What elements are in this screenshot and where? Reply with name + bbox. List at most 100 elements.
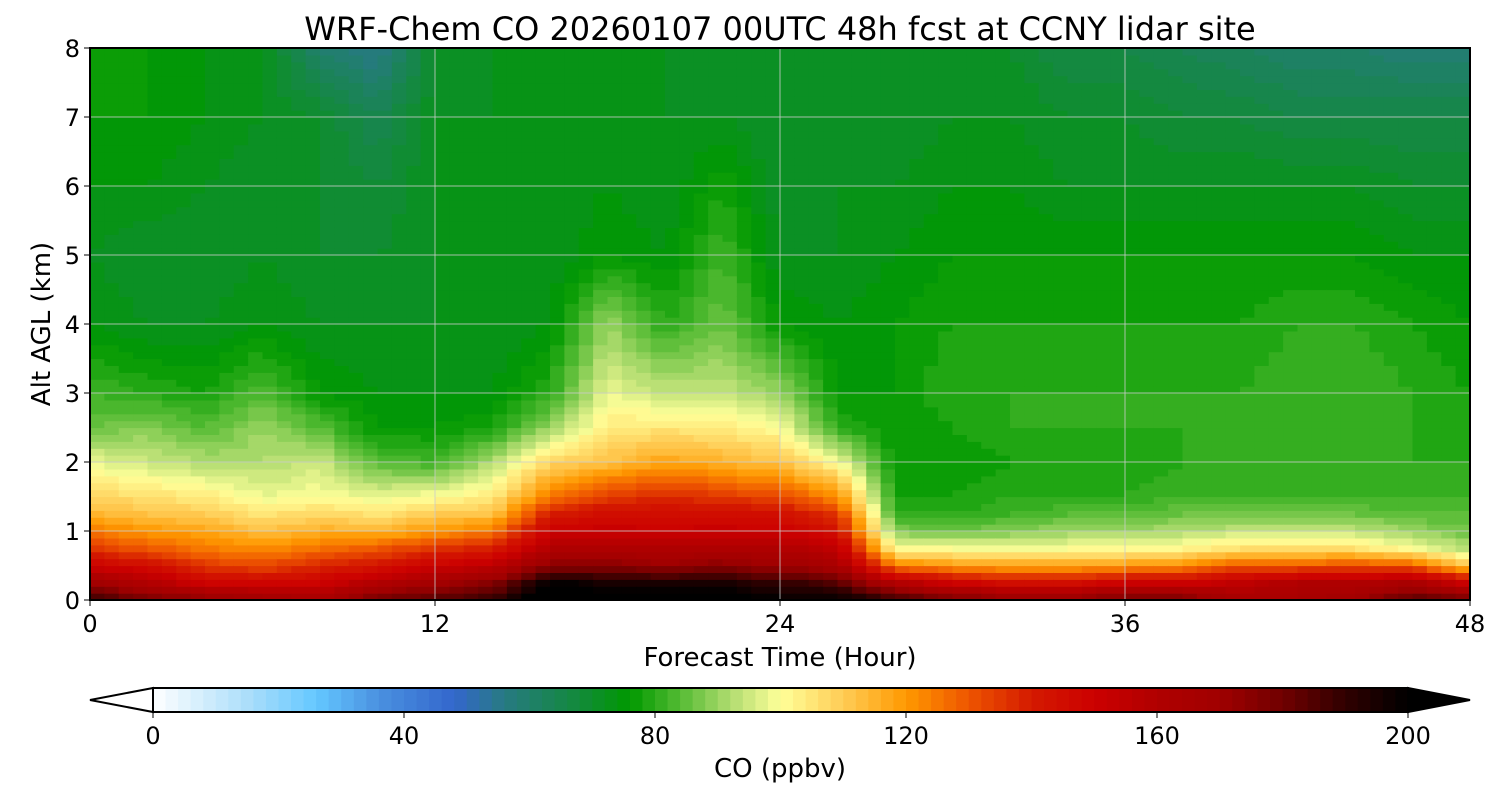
heatmap-cell <box>90 220 105 228</box>
heatmap-cell <box>607 496 623 504</box>
heatmap-cell <box>665 213 680 222</box>
heatmap-cell <box>938 482 954 491</box>
heatmap-cell <box>765 558 781 567</box>
heatmap-cell <box>161 572 177 580</box>
heatmap-cell <box>147 413 163 422</box>
heatmap-cell <box>406 344 422 353</box>
heatmap-cell <box>90 289 105 297</box>
heatmap-cell <box>535 110 551 118</box>
heatmap-cell <box>736 275 752 284</box>
heatmap-cell <box>118 551 134 560</box>
heatmap-cell <box>276 565 292 573</box>
heatmap-cell <box>593 130 609 139</box>
heatmap-cell <box>938 199 954 208</box>
heatmap-cell <box>420 117 436 125</box>
heatmap-cell <box>736 227 752 235</box>
heatmap-cell <box>233 144 249 153</box>
heatmap-cell <box>492 75 508 84</box>
heatmap-cell <box>161 448 177 456</box>
heatmap-cell <box>133 510 149 518</box>
heatmap-cell <box>650 213 666 222</box>
heatmap-cell <box>866 434 882 442</box>
heatmap-cell <box>435 248 450 256</box>
heatmap-cell <box>621 303 637 311</box>
heatmap-cell <box>478 482 494 491</box>
heatmap-cell <box>636 441 652 449</box>
heatmap-cell <box>233 186 249 194</box>
heatmap-cell <box>478 289 494 297</box>
heatmap-cell <box>578 406 594 415</box>
heatmap-cell <box>190 130 206 139</box>
heatmap-cell <box>492 448 508 456</box>
heatmap-cell <box>463 227 479 235</box>
heatmap-cell <box>851 496 867 504</box>
heatmap-cell <box>794 572 810 580</box>
heatmap-cell <box>219 317 235 325</box>
heatmap-cell <box>262 289 278 297</box>
heatmap-cell <box>607 434 623 442</box>
heatmap-cell <box>320 96 335 104</box>
heatmap-cell <box>837 496 853 504</box>
heatmap-cell <box>133 144 149 153</box>
heatmap-cell <box>420 61 436 70</box>
heatmap-cell <box>521 565 537 573</box>
heatmap-cell <box>521 434 537 442</box>
heatmap-cell <box>736 434 752 442</box>
heatmap-cell <box>363 337 379 346</box>
heatmap-cell <box>377 420 393 429</box>
heatmap-cell <box>90 165 105 173</box>
heatmap-cell <box>708 172 724 180</box>
heatmap-cell <box>248 579 264 587</box>
heatmap-cell <box>233 386 249 394</box>
heatmap-cell <box>923 317 939 325</box>
heatmap-cell <box>895 551 910 560</box>
heatmap-cell <box>104 103 120 111</box>
heatmap-cell <box>636 358 652 366</box>
heatmap-cell <box>233 89 249 97</box>
heatmap-cell <box>780 75 795 84</box>
heatmap-cell <box>248 337 264 346</box>
heatmap-cell <box>104 96 120 104</box>
heatmap-cell <box>808 441 824 449</box>
heatmap-cell <box>794 441 810 449</box>
heatmap-cell <box>133 179 149 187</box>
heatmap-cell <box>823 330 839 339</box>
heatmap-cell <box>880 531 896 539</box>
heatmap-cell <box>506 289 522 297</box>
heatmap-cell <box>492 179 508 187</box>
heatmap-cell <box>276 579 292 587</box>
heatmap-cell <box>938 593 954 601</box>
heatmap-cell <box>363 54 379 63</box>
heatmap-cell <box>305 344 321 353</box>
heatmap-cell <box>435 565 450 573</box>
heatmap-cell <box>780 524 795 532</box>
heatmap-cell <box>205 151 220 159</box>
heatmap-cell <box>909 186 925 194</box>
heatmap-cell <box>377 337 393 346</box>
heatmap-cell <box>276 420 292 429</box>
heatmap-cell <box>564 475 580 484</box>
heatmap-cell <box>492 48 508 56</box>
heatmap-cell <box>276 427 292 435</box>
heatmap-cell <box>564 372 580 380</box>
heatmap-cell <box>837 586 853 594</box>
heatmap-cell <box>823 117 839 125</box>
heatmap-cell <box>219 206 235 215</box>
heatmap-cell <box>521 261 537 270</box>
heatmap-cell <box>895 393 910 401</box>
heatmap-cell <box>276 337 292 346</box>
heatmap-cell <box>851 351 867 360</box>
heatmap-cell <box>104 427 120 435</box>
heatmap-cell <box>506 344 522 353</box>
heatmap-cell <box>966 186 982 194</box>
heatmap-cell <box>895 192 910 201</box>
heatmap-cell <box>794 517 810 525</box>
heatmap-cell <box>147 572 163 580</box>
heatmap-cell <box>679 482 695 491</box>
heatmap-cell <box>736 241 752 249</box>
heatmap-cell <box>377 130 393 139</box>
heatmap-cell <box>780 110 795 118</box>
heatmap-cell <box>463 406 479 415</box>
heatmap-cell <box>161 551 177 560</box>
heatmap-cell <box>205 261 220 270</box>
